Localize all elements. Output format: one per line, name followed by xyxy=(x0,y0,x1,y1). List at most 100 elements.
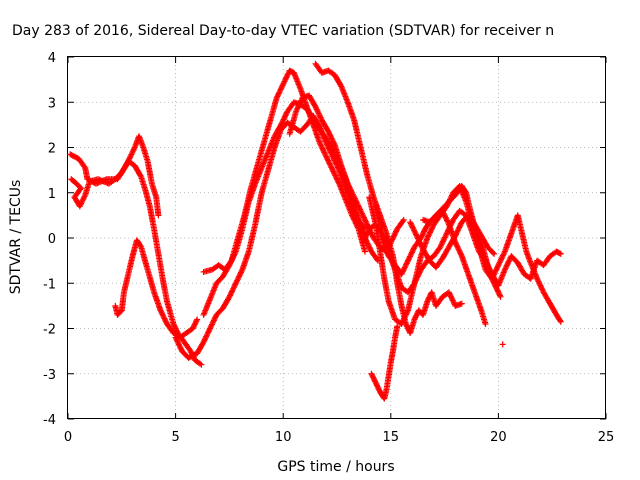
data-point xyxy=(399,218,406,225)
data-point xyxy=(557,318,564,325)
data-point xyxy=(505,259,512,266)
data-point xyxy=(446,290,453,297)
data-point xyxy=(405,257,412,264)
data-point xyxy=(162,318,169,325)
data-point xyxy=(415,236,422,243)
data-point xyxy=(497,293,504,300)
data-point xyxy=(205,328,212,335)
data-point xyxy=(294,105,301,112)
data-point xyxy=(536,281,543,288)
data-point xyxy=(232,280,239,287)
data-point xyxy=(231,282,238,289)
data-point xyxy=(504,261,511,268)
data-point xyxy=(228,289,235,296)
data-point xyxy=(439,238,446,245)
data-point xyxy=(398,320,405,327)
data-point xyxy=(437,242,444,249)
data-point xyxy=(444,218,451,225)
data-point xyxy=(237,270,244,277)
data-point xyxy=(311,102,318,109)
data-point xyxy=(449,296,456,303)
data-point xyxy=(456,247,463,254)
data-point xyxy=(352,220,359,227)
data-point xyxy=(211,315,218,322)
data-point xyxy=(130,147,137,154)
data-point xyxy=(350,192,357,199)
data-point xyxy=(330,168,337,175)
data-point xyxy=(128,151,135,158)
data-point xyxy=(228,288,235,295)
data-point xyxy=(201,336,208,343)
data-point xyxy=(364,221,371,228)
data-point xyxy=(443,215,450,222)
data-point xyxy=(416,238,423,245)
data-point xyxy=(363,231,370,238)
data-point xyxy=(400,216,407,223)
data-point xyxy=(534,277,541,284)
data-point xyxy=(458,251,465,258)
data-point xyxy=(206,326,213,333)
data-point xyxy=(315,109,322,116)
data-point xyxy=(361,248,368,255)
data-point xyxy=(455,225,462,232)
data-point xyxy=(501,249,508,256)
data-point xyxy=(81,163,88,170)
data-point xyxy=(331,171,338,178)
data-point xyxy=(406,254,413,261)
data-point xyxy=(412,231,419,238)
x-tick-label: 15 xyxy=(383,430,400,445)
data-point xyxy=(319,145,326,152)
data-point xyxy=(212,314,219,321)
data-point xyxy=(365,241,372,248)
data-point xyxy=(357,207,364,214)
data-point xyxy=(402,263,409,270)
data-point xyxy=(324,156,331,163)
data-point xyxy=(279,119,286,126)
data-point xyxy=(408,221,415,228)
data-point xyxy=(496,292,503,299)
y-tick-label: 2 xyxy=(48,142,56,157)
data-point xyxy=(230,284,237,291)
data-point xyxy=(207,325,214,332)
data-point xyxy=(354,201,361,208)
data-point xyxy=(425,233,432,240)
data-point xyxy=(137,242,144,249)
data-point xyxy=(506,257,513,264)
data-point xyxy=(403,260,410,267)
data-point xyxy=(175,341,182,348)
data-point xyxy=(327,132,334,139)
data-point xyxy=(328,164,335,171)
data-point xyxy=(129,150,136,157)
x-tick-label: 10 xyxy=(275,430,292,445)
data-point xyxy=(200,339,207,346)
data-point xyxy=(232,281,239,288)
data-point xyxy=(456,223,463,230)
data-point xyxy=(408,250,415,257)
data-point xyxy=(362,218,369,225)
data-point xyxy=(428,226,435,233)
data-point xyxy=(160,312,167,319)
data-point xyxy=(503,263,510,270)
data-point xyxy=(369,232,376,239)
data-point xyxy=(316,111,323,118)
series-14 xyxy=(420,182,504,300)
data-point xyxy=(406,253,413,260)
data-point xyxy=(312,103,319,110)
data-point xyxy=(297,98,304,105)
data-point xyxy=(158,308,165,315)
data-point xyxy=(298,97,305,104)
data-point xyxy=(537,282,544,289)
data-points xyxy=(67,60,564,402)
data-point xyxy=(452,232,459,239)
data-point xyxy=(441,235,448,242)
data-point xyxy=(536,279,543,286)
data-point xyxy=(198,361,205,368)
data-point xyxy=(314,107,321,114)
data-point xyxy=(275,92,282,99)
data-point xyxy=(175,339,182,346)
data-point xyxy=(293,108,300,115)
data-point xyxy=(407,252,414,259)
data-point xyxy=(363,232,370,239)
data-point xyxy=(236,273,243,280)
data-point xyxy=(320,146,327,153)
